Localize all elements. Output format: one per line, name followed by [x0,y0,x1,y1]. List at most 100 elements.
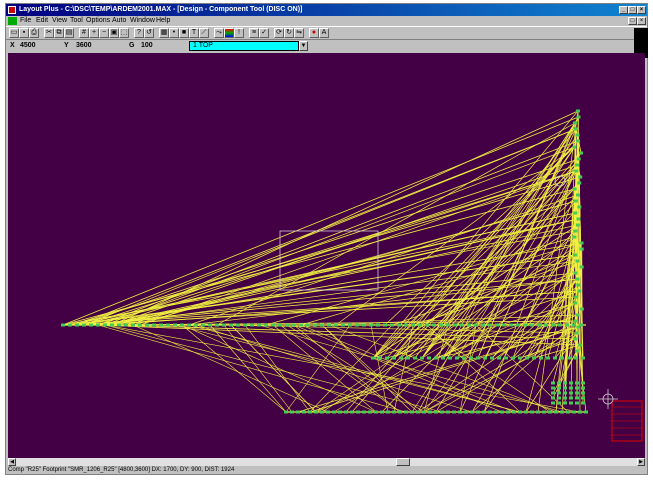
pad[interactable] [488,410,492,414]
pad[interactable] [194,323,198,327]
pad[interactable] [327,323,331,327]
pad[interactable] [348,323,352,327]
pad[interactable] [68,323,72,327]
paste-icon[interactable]: ▤ [64,28,74,38]
stop-icon[interactable]: ● [309,28,319,38]
pad[interactable] [61,323,65,327]
pad[interactable] [551,401,555,405]
pad[interactable] [392,410,396,414]
pad[interactable] [355,323,359,327]
pad[interactable] [89,323,93,327]
pad[interactable] [386,410,390,414]
pad[interactable] [460,323,464,327]
pad[interactable] [575,223,580,227]
pad[interactable] [572,235,577,239]
pad[interactable] [376,323,380,327]
pad[interactable] [572,121,577,125]
pad[interactable] [434,356,438,360]
pad[interactable] [574,169,579,173]
pcb-layout-view[interactable] [8,53,645,458]
zoom-in-icon[interactable]: + [89,28,99,38]
menu-auto[interactable]: Auto [112,17,127,24]
menu-tool[interactable]: Tool [70,17,83,24]
pad[interactable] [576,325,581,329]
pad[interactable] [565,323,569,327]
pad[interactable] [569,396,573,400]
layer-icon[interactable]: ≡ [249,28,259,38]
close-button[interactable]: × [637,6,646,14]
pad[interactable] [581,391,585,395]
menu-file[interactable]: File [20,17,32,24]
red-marker-icon[interactable] [611,400,643,442]
pad[interactable] [573,211,578,215]
pad[interactable] [581,381,585,385]
pad[interactable] [539,356,543,360]
pad[interactable] [427,356,431,360]
pad[interactable] [573,319,578,323]
pad[interactable] [569,401,573,405]
pad[interactable] [308,410,312,414]
pad[interactable] [368,410,372,414]
pad[interactable] [576,217,581,221]
pad[interactable] [548,410,552,414]
pad[interactable] [563,391,567,395]
pad[interactable] [446,410,450,414]
pad[interactable] [511,356,515,360]
pad[interactable] [145,323,149,327]
layer-dropdown-icon[interactable]: ▼ [299,41,308,51]
selection-box[interactable] [279,230,379,291]
pad[interactable] [563,396,567,400]
color-icon[interactable] [224,28,234,38]
open-icon[interactable]: ▭ [9,28,19,38]
pad[interactable] [504,356,508,360]
pad[interactable] [236,323,240,327]
pad[interactable] [369,323,373,327]
pad[interactable] [290,410,294,414]
pad[interactable] [560,410,564,414]
pad[interactable] [512,410,516,414]
error-icon[interactable]: ! [234,28,244,38]
pad[interactable] [173,323,177,327]
pad[interactable] [243,323,247,327]
scroll-thumb[interactable] [396,458,410,466]
pad[interactable] [75,323,79,327]
cut-icon[interactable]: ✂ [44,28,54,38]
pad[interactable] [536,410,540,414]
pad[interactable] [579,241,584,245]
pad[interactable] [453,323,457,327]
pad[interactable] [557,381,561,385]
pad[interactable] [398,410,402,414]
title-bar[interactable]: Layout Plus - C:\DSC\TEMP\ARDEM2001.MAX … [6,4,647,16]
pad[interactable] [464,410,468,414]
pad[interactable] [313,323,317,327]
pad[interactable] [581,356,585,360]
pad[interactable] [432,323,436,327]
pad[interactable] [482,410,486,414]
pad[interactable] [296,410,300,414]
pad[interactable] [575,313,580,317]
pad[interactable] [557,386,561,390]
pad[interactable] [476,410,480,414]
pad[interactable] [525,356,529,360]
pad[interactable] [278,323,282,327]
pad[interactable] [332,410,336,414]
mirror-icon[interactable]: ⇋ [294,28,304,38]
pad[interactable] [326,410,330,414]
pad[interactable] [446,323,450,327]
pad[interactable] [532,356,536,360]
pad[interactable] [579,247,584,251]
pad[interactable] [397,323,401,327]
pad[interactable] [518,410,522,414]
pad[interactable] [579,151,584,155]
pad[interactable] [201,323,205,327]
pad[interactable] [474,323,478,327]
pad[interactable] [573,229,578,233]
pad[interactable] [579,323,583,327]
pad[interactable] [574,331,579,335]
pad[interactable] [558,323,562,327]
pad[interactable] [392,356,396,360]
pad[interactable] [117,323,121,327]
pad[interactable] [577,205,582,209]
pad[interactable] [404,323,408,327]
pad[interactable] [575,277,580,281]
